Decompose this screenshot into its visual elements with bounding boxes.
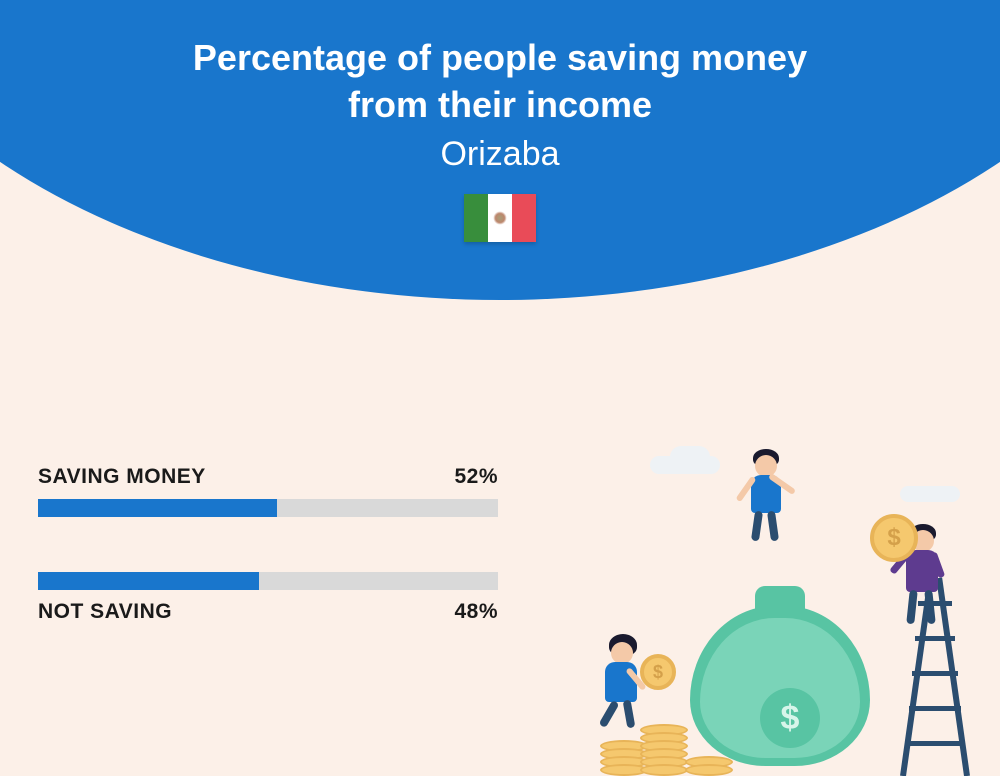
bar-chart: SAVING MONEY 52% NOT SAVING 48%	[38, 465, 498, 679]
header: Percentage of people saving money from t…	[0, 35, 1000, 242]
bar-not-saving: NOT SAVING 48%	[38, 572, 498, 624]
bar-fill	[38, 499, 277, 517]
dollar-sign-icon: $	[760, 688, 820, 748]
coin-stack-icon	[685, 760, 733, 776]
cloud-icon	[900, 486, 960, 502]
title-line2: from their income	[0, 82, 1000, 129]
bar-value: 52%	[454, 465, 498, 489]
mexico-flag-icon	[464, 194, 536, 242]
bar-label: NOT SAVING	[38, 600, 172, 624]
bar-fill	[38, 572, 259, 590]
bar-saving: SAVING MONEY 52%	[38, 465, 498, 517]
money-bag-icon: $	[690, 566, 870, 766]
flag-emblem-icon	[492, 210, 508, 226]
bar-track	[38, 572, 498, 590]
person-left-icon: $	[585, 636, 665, 746]
bar-label: SAVING MONEY	[38, 465, 206, 489]
coin-icon: $	[870, 514, 918, 562]
location: Orizaba	[0, 135, 1000, 174]
flag-stripe-right	[512, 194, 536, 242]
title-line1: Percentage of people saving money	[0, 35, 1000, 82]
savings-illustration: $ $	[570, 436, 990, 776]
cloud-icon	[670, 446, 710, 468]
flag-stripe-left	[464, 194, 488, 242]
bar-value: 48%	[454, 600, 498, 624]
person-top-icon	[735, 451, 815, 551]
person-right-icon: $	[888, 526, 968, 646]
bar-track	[38, 499, 498, 517]
coin-icon: $	[640, 654, 676, 690]
